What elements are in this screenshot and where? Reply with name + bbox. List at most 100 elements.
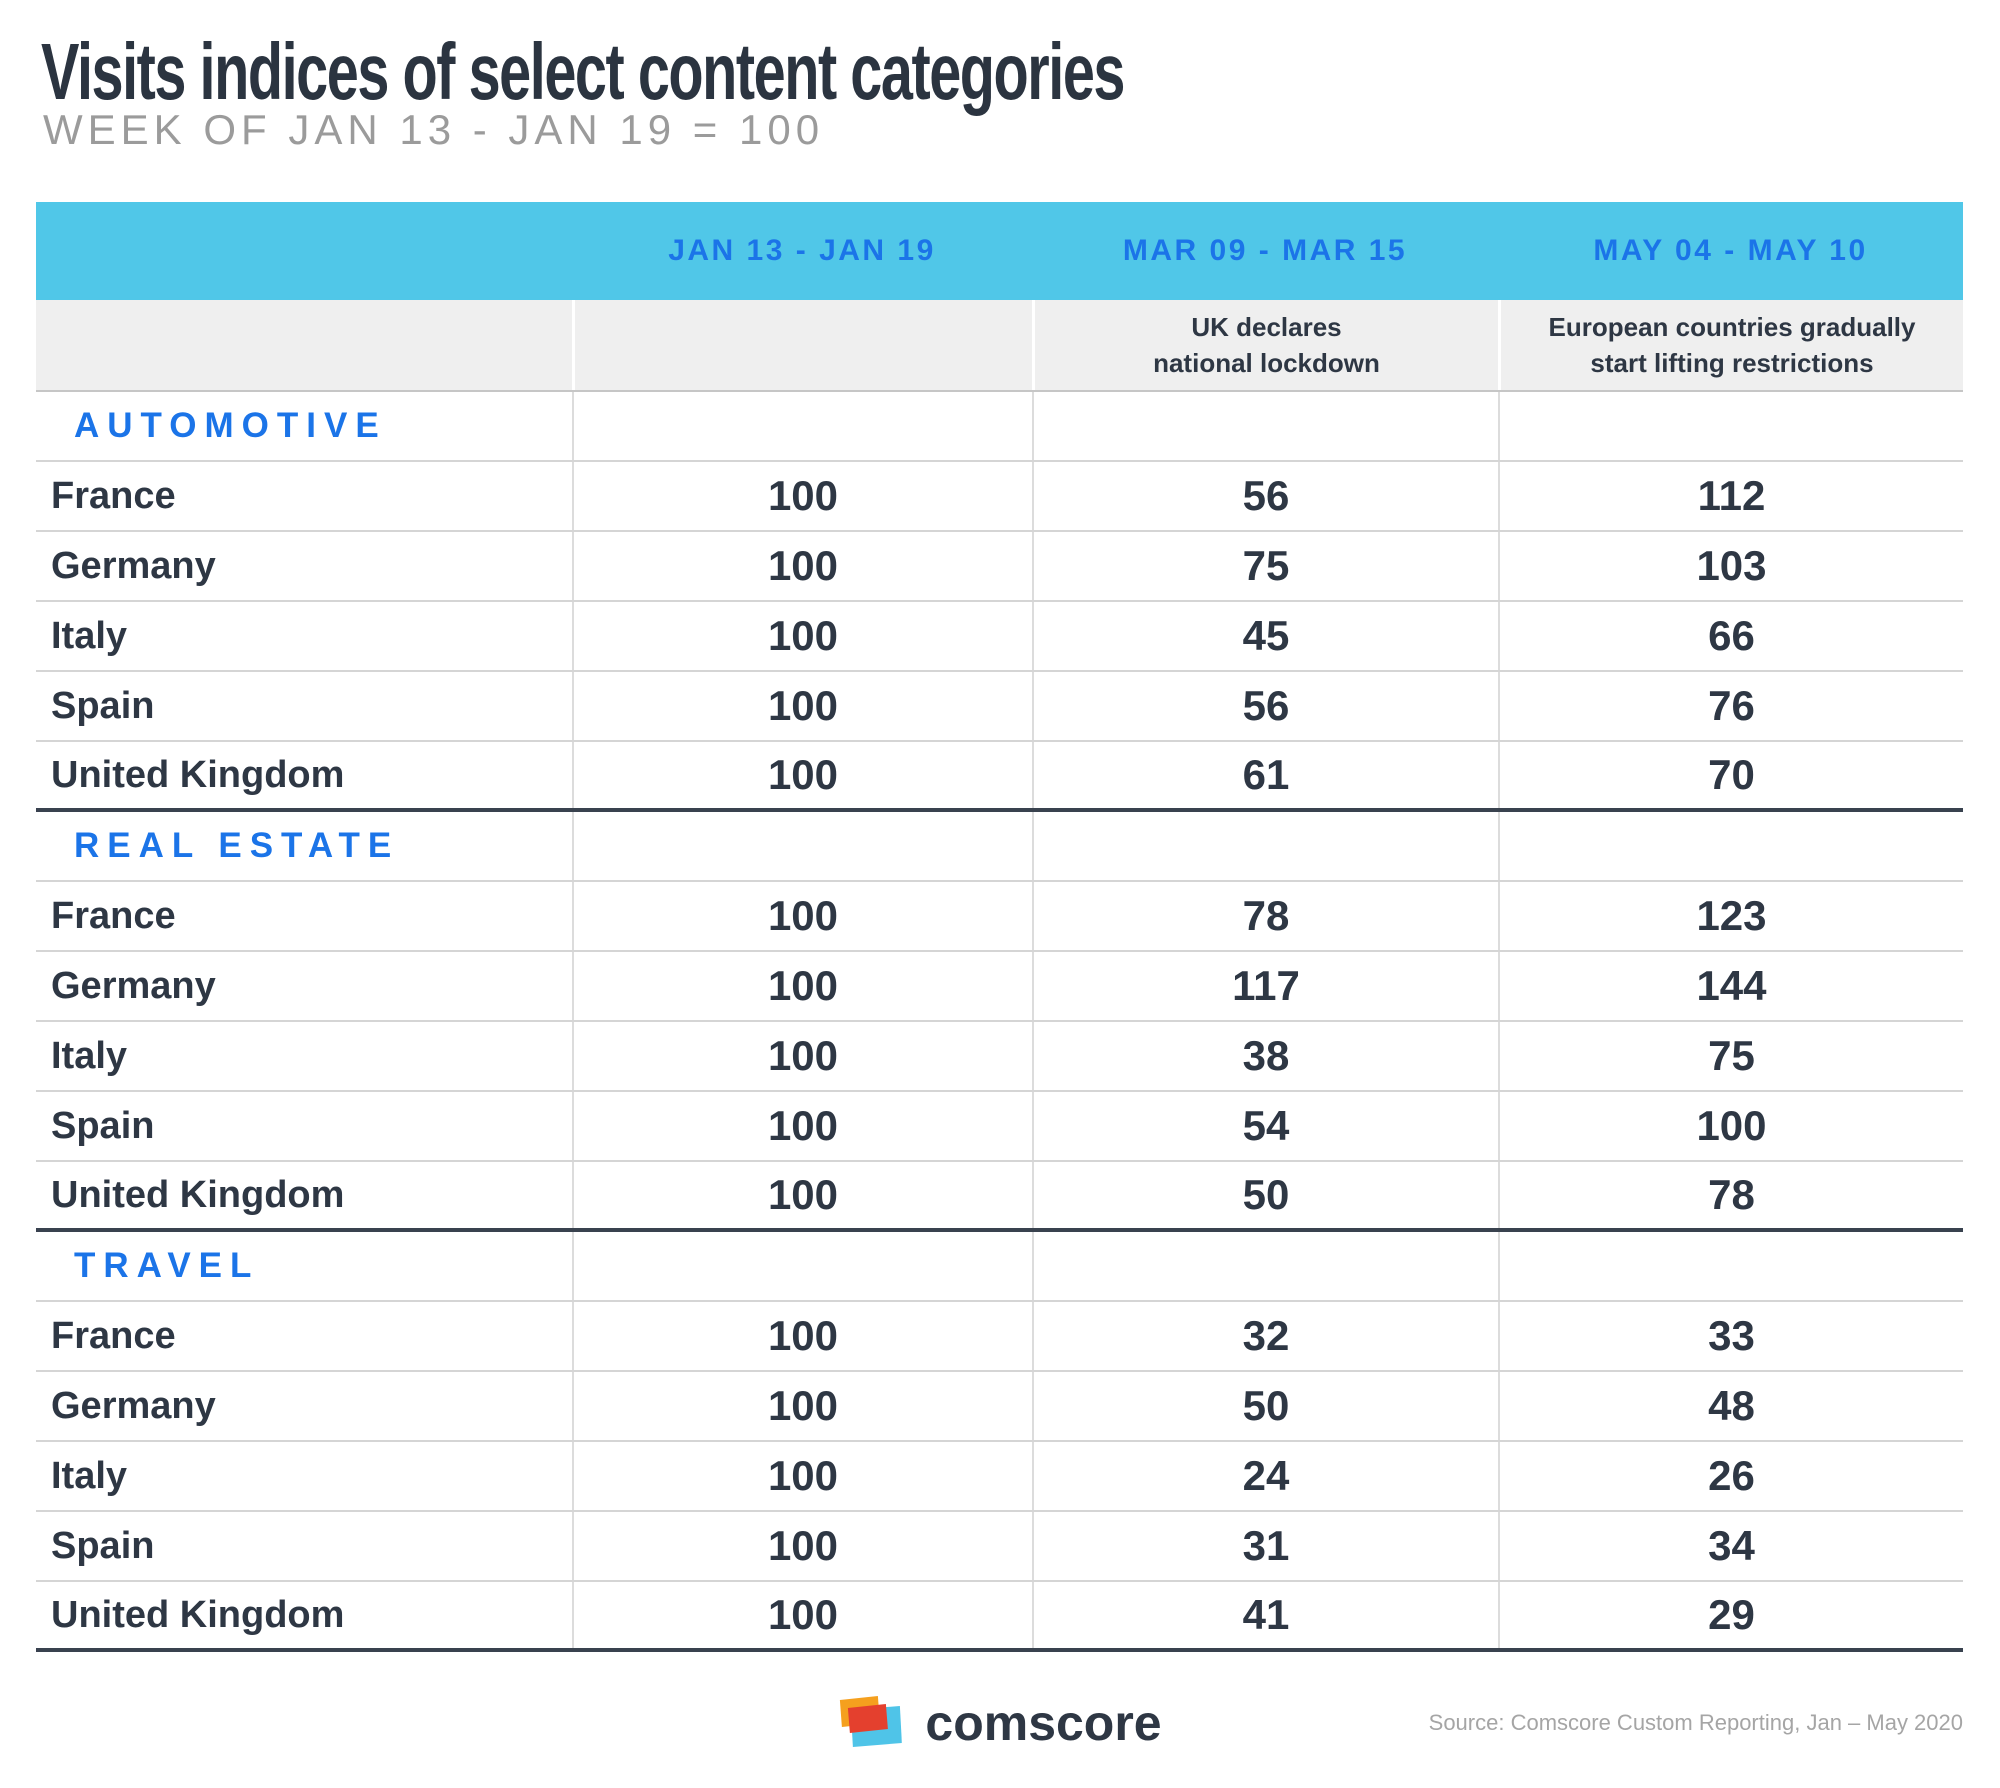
table-row: France 100 32 33 [36,1302,1963,1372]
value-jan13-jan19: 100 [572,672,1032,740]
value-jan13-jan19: 100 [572,1022,1032,1090]
country-label: Italy [51,1034,128,1077]
visits-index-table: JAN 13 - JAN 19 MAR 09 - MAR 15 MAY 04 -… [36,202,1963,1652]
value-may04-may10: 48 [1498,1372,1963,1440]
value-mar09-mar15: 56 [1032,672,1498,740]
table-row: Italy 100 45 66 [36,602,1963,672]
table-row: France 100 78 123 [36,882,1963,952]
annotation-lifting-restrictions: European countries gradually start lifti… [1498,300,1963,390]
value-mar09-mar15: 54 [1032,1092,1498,1160]
value-mar09-mar15: 75 [1032,532,1498,600]
section-header-real-estate: REAL ESTATE [36,812,1963,882]
value-mar09-mar15: 50 [1032,1372,1498,1440]
value-mar09-mar15: 31 [1032,1512,1498,1580]
country-label: Germany [51,964,216,1007]
value-mar09-mar15: 24 [1032,1442,1498,1510]
value-jan13-jan19: 100 [572,462,1032,530]
column-header-mar09-mar15: MAR 09 - MAR 15 [1122,234,1408,267]
table-row: United Kingdom 100 41 29 [36,1582,1963,1652]
empty-cell [1498,812,1963,880]
value-jan13-jan19: 100 [572,1302,1032,1370]
empty-cell [1498,1232,1963,1300]
value-mar09-mar15: 56 [1032,462,1498,530]
source-text: Source: Comscore Custom Reporting, Jan –… [1428,1710,1963,1735]
value-may04-may10: 76 [1498,672,1963,740]
empty-cell [1032,392,1498,460]
value-mar09-mar15: 50 [1032,1162,1498,1228]
value-mar09-mar15: 41 [1032,1582,1498,1648]
empty-cell [572,392,1032,460]
value-may04-may10: 123 [1498,882,1963,950]
page-subtitle: WEEK OF JAN 13 - JAN 19 = 100 [43,106,825,153]
section-header-travel: TRAVEL [36,1232,1963,1302]
section-title: TRAVEL [74,1246,260,1285]
empty-cell [1498,392,1963,460]
value-jan13-jan19: 100 [572,1582,1032,1648]
country-label: Italy [51,614,128,657]
table-row: Spain 100 31 34 [36,1512,1963,1582]
table-row: France 100 56 112 [36,462,1963,532]
value-may04-may10: 34 [1498,1512,1963,1580]
value-jan13-jan19: 100 [572,1092,1032,1160]
section-title: AUTOMOTIVE [74,406,387,445]
value-may04-may10: 66 [1498,602,1963,670]
value-may04-may10: 26 [1498,1442,1963,1510]
table-row: Spain 100 54 100 [36,1092,1963,1162]
value-mar09-mar15: 45 [1032,602,1498,670]
section-header-automotive: AUTOMOTIVE [36,392,1963,462]
annotation-row: UK declares national lockdown European c… [36,300,1963,392]
country-label: United Kingdom [51,753,345,796]
empty-cell [572,1232,1032,1300]
value-jan13-jan19: 100 [572,1162,1032,1228]
table-row: United Kingdom 100 50 78 [36,1162,1963,1232]
value-may04-may10: 100 [1498,1092,1963,1160]
value-mar09-mar15: 117 [1032,952,1498,1020]
value-jan13-jan19: 100 [572,1442,1032,1510]
table-row: United Kingdom 100 61 70 [36,742,1963,812]
country-label: Italy [51,1454,128,1497]
table-row: Italy 100 38 75 [36,1022,1963,1092]
value-jan13-jan19: 100 [572,1512,1032,1580]
page-title: Visits indices of select content categor… [41,27,1125,116]
empty-cell [36,300,572,390]
table-header-row: JAN 13 - JAN 19 MAR 09 - MAR 15 MAY 04 -… [36,202,1963,300]
value-mar09-mar15: 61 [1032,742,1498,808]
empty-cell [1032,1232,1498,1300]
table-row: Germany 100 117 144 [36,952,1963,1022]
country-label: Germany [51,1384,216,1427]
table-row: Germany 100 75 103 [36,532,1963,602]
country-label: Spain [51,1104,155,1147]
value-jan13-jan19: 100 [572,952,1032,1020]
value-may04-may10: 29 [1498,1582,1963,1648]
footer: comscore Source: Comscore Custom Reporti… [36,1688,1963,1758]
value-may04-may10: 78 [1498,1162,1963,1228]
value-may04-may10: 112 [1498,462,1963,530]
country-label: Spain [51,1524,155,1567]
value-mar09-mar15: 32 [1032,1302,1498,1370]
empty-cell [1032,812,1498,880]
table-row: Italy 100 24 26 [36,1442,1963,1512]
comscore-wordmark: comscore [925,1695,1162,1751]
value-jan13-jan19: 100 [572,742,1032,808]
column-header-may04-may10: MAY 04 - MAY 10 [1593,234,1868,267]
value-mar09-mar15: 78 [1032,882,1498,950]
value-jan13-jan19: 100 [572,602,1032,670]
value-may04-may10: 70 [1498,742,1963,808]
column-header-jan13-jan19: JAN 13 - JAN 19 [668,234,936,267]
table-row: Spain 100 56 76 [36,672,1963,742]
comscore-logo-icon [837,1696,902,1750]
section-title: REAL ESTATE [74,826,400,865]
country-label: France [51,1314,176,1357]
annotation-uk-lockdown: UK declares national lockdown [1032,300,1498,390]
value-may04-may10: 144 [1498,952,1963,1020]
country-label: United Kingdom [51,1593,345,1636]
comscore-logo: comscore [837,1694,1162,1752]
table-row: Germany 100 50 48 [36,1372,1963,1442]
value-jan13-jan19: 100 [572,882,1032,950]
empty-cell [36,202,572,300]
country-label: United Kingdom [51,1173,345,1216]
empty-cell [572,812,1032,880]
country-label: France [51,894,176,937]
value-may04-may10: 103 [1498,532,1963,600]
value-jan13-jan19: 100 [572,532,1032,600]
